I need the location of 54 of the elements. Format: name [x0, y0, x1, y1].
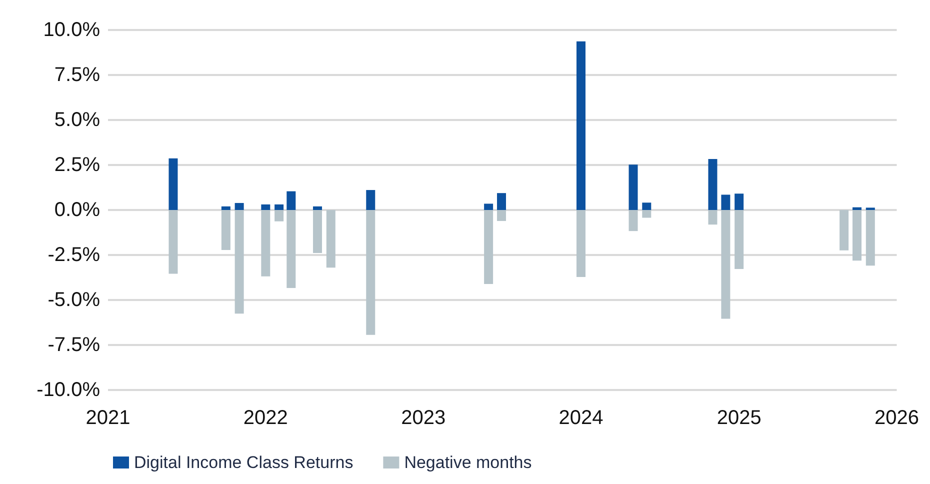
x-tick-label: 2026: [874, 407, 920, 429]
bar: [721, 210, 730, 319]
y-tick-label: 10.0%: [43, 19, 100, 41]
bar: [721, 194, 730, 210]
bar: [326, 210, 336, 268]
y-tick-label: 5.0%: [54, 109, 100, 131]
bar: [221, 210, 230, 250]
bar: [852, 207, 862, 210]
y-tick-label: -5.0%: [48, 289, 100, 311]
legend-label: Negative months: [404, 453, 532, 472]
y-tick-label: 7.5%: [54, 64, 100, 86]
bar: [497, 193, 506, 210]
bar: [286, 210, 296, 288]
bar: [261, 204, 270, 210]
y-tick-label: 2.5%: [54, 154, 100, 176]
bar: [366, 210, 376, 335]
bar: [234, 202, 244, 210]
bar: [497, 210, 506, 221]
bar: [313, 210, 322, 254]
bar: [576, 210, 586, 277]
bar: [734, 194, 744, 210]
bar: [628, 164, 638, 210]
bar: [313, 206, 322, 210]
bar: [221, 206, 230, 210]
bar: [274, 204, 284, 210]
bar: [286, 191, 296, 210]
bar: [628, 210, 638, 232]
bar: [708, 210, 718, 225]
legend-label: Digital Income Class Returns: [134, 453, 354, 472]
bar: [852, 210, 862, 261]
x-tick-label: 2024: [558, 407, 604, 429]
bar: [840, 210, 849, 250]
y-tick-label: -2.5%: [48, 244, 100, 266]
bar: [642, 202, 652, 210]
x-tick-label: 2021: [86, 407, 130, 429]
bar: [168, 210, 178, 274]
bar: [168, 158, 178, 210]
bar: [261, 210, 270, 276]
bar: [274, 210, 284, 222]
bar: [576, 41, 586, 210]
bar: [234, 210, 244, 314]
y-tick-label: -7.5%: [48, 334, 100, 356]
bar: [484, 204, 494, 210]
bar: [484, 210, 494, 284]
y-tick-label: -10.0%: [36, 379, 100, 401]
bar: [734, 210, 744, 270]
x-tick-label: 2022: [243, 407, 288, 429]
bar: [866, 210, 875, 266]
x-tick-label: 2025: [716, 407, 762, 429]
x-tick-label: 2023: [401, 407, 446, 429]
bar: [642, 210, 652, 218]
bar: [366, 190, 376, 210]
bar: [708, 159, 718, 210]
y-tick-label: 0.0%: [54, 199, 100, 221]
